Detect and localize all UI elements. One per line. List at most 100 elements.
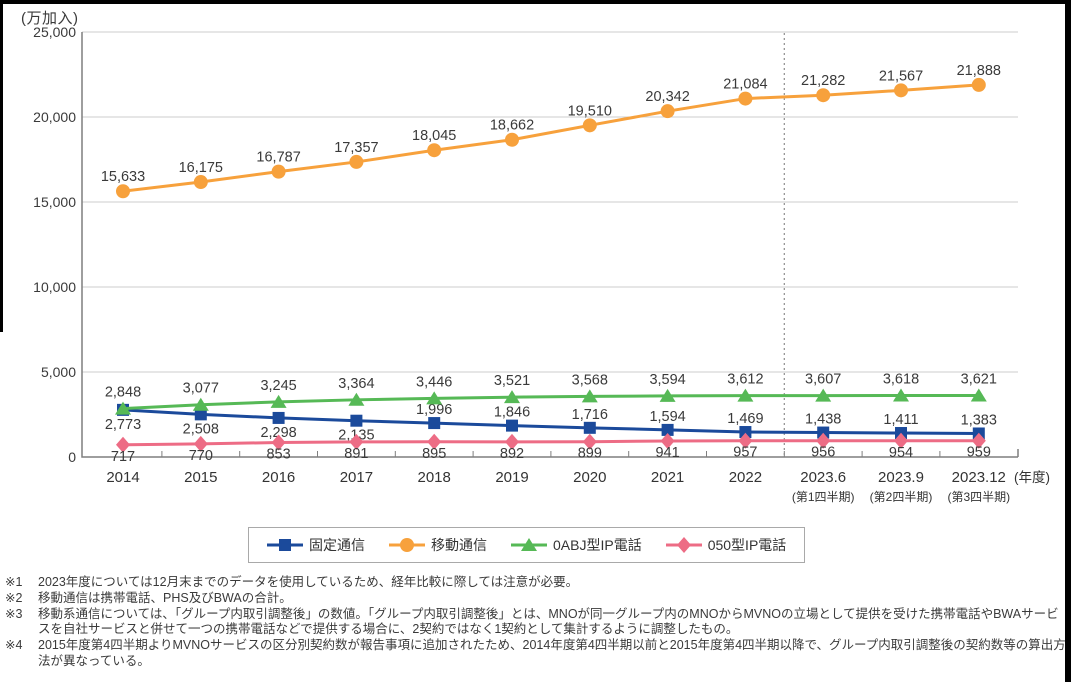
data-label: 853	[266, 446, 290, 462]
footnote: ※3 移動系通信については、「グループ内取引調整後」の数値。「グループ内取引調整後…	[5, 607, 1067, 639]
data-label: 3,621	[961, 371, 997, 387]
square-legend-icon	[267, 539, 303, 551]
circle-marker	[427, 143, 442, 158]
triangle-marker	[737, 388, 754, 402]
right-border-bar	[1065, 0, 1071, 682]
square-marker	[272, 411, 285, 424]
legend-item: 0ABJ型IP電話	[511, 535, 642, 555]
diamond-marker	[271, 434, 286, 451]
data-label: 1,438	[805, 412, 841, 428]
square-marker	[583, 421, 596, 434]
y-tick-label: 0	[68, 449, 76, 465]
square-marker	[279, 539, 291, 551]
footnote: ※4 2015年度第4四半期よりMVNOサービスの区分別契約数が報告事項に追加され…	[5, 638, 1067, 670]
data-label: 16,787	[256, 150, 300, 166]
x-tick-label: 2020	[573, 469, 606, 486]
circle-marker	[116, 184, 130, 199]
footnote: ※1 2023年度については12月末までのデータを使用しているため、経年比較に際し…	[5, 575, 1067, 591]
triangle-marker	[504, 390, 520, 404]
diamond-marker	[816, 432, 831, 449]
data-label: 21,888	[957, 63, 1001, 79]
left-border-bar	[0, 0, 3, 332]
data-label: 3,594	[649, 372, 685, 388]
legend-label: 0ABJ型IP電話	[553, 537, 642, 553]
square-marker	[817, 426, 830, 439]
legend-item: 固定通信	[267, 535, 365, 555]
x-tick-label: 2023.9	[878, 469, 924, 486]
series-line	[122, 439, 979, 447]
diamond-marker	[505, 433, 519, 450]
data-label: 1,594	[649, 409, 685, 425]
data-label: 3,245	[260, 378, 296, 394]
x-tick-label: 2017	[340, 469, 373, 486]
x-tick-sublabel: (第2四半期)	[870, 490, 933, 504]
diamond-marker	[349, 433, 364, 450]
circle-marker	[738, 91, 753, 106]
triangle-marker	[115, 401, 131, 415]
x-tick-label: 2014	[106, 469, 139, 486]
circle-marker	[271, 164, 286, 179]
footnote-marker: ※4	[5, 638, 23, 653]
y-axis-unit-label: (万加入)	[21, 10, 79, 27]
x-tick-label: 2019	[495, 469, 528, 486]
axis-lines	[81, 32, 1018, 458]
x-tick-sublabel: (第1四半期)	[792, 490, 855, 504]
data-label: 941	[655, 445, 679, 461]
data-label: 891	[344, 446, 368, 462]
data-label: 21,282	[801, 73, 845, 89]
footnote-text: 2015年度第4四半期よりMVNOサービスの区分別契約数が報告事項に追加されたた…	[38, 638, 1066, 668]
data-label: 956	[811, 445, 835, 461]
diamond-marker	[193, 435, 208, 452]
footnote-text: 移動系通信については、「グループ内取引調整後」の数値。「グループ内取引調整後」と…	[38, 606, 1059, 637]
legend-item: 移動通信	[389, 535, 487, 555]
y-tick-label: 20,000	[33, 109, 76, 125]
data-label: 1,411	[883, 412, 918, 428]
diamond-marker	[582, 433, 597, 450]
circle-marker	[582, 118, 597, 133]
legend-label: 固定通信	[309, 537, 365, 553]
data-label: 18,662	[490, 118, 534, 134]
data-label: 3,618	[883, 371, 919, 387]
y-tick-label: 15,000	[33, 194, 76, 210]
series-line	[122, 408, 979, 435]
data-label: 895	[422, 446, 446, 462]
data-label: 770	[189, 448, 213, 464]
x-tick-sublabel: (第3四半期)	[947, 490, 1010, 504]
footnote-text: 2023年度については12月末までのデータを使用しているため、経年比較に際しては…	[38, 575, 579, 589]
circle-marker	[505, 132, 519, 147]
y-tick-label: 25,000	[33, 24, 76, 40]
square-marker	[506, 419, 518, 432]
footnote-text: 移動通信は携帯電話、PHS及びBWAの合計。	[38, 590, 292, 605]
square-marker	[661, 423, 674, 436]
circle-legend-icon	[389, 538, 425, 552]
square-marker	[350, 414, 363, 427]
data-label: 1,716	[572, 407, 608, 423]
triangle-marker	[521, 538, 537, 551]
data-label: 892	[500, 446, 524, 462]
data-label: 899	[578, 446, 602, 462]
data-label: 3,568	[572, 372, 608, 388]
data-label: 3,521	[494, 373, 530, 389]
circle-marker	[816, 88, 831, 103]
footnotes: ※1 2023年度については12月末までのデータを使用しているため、経年比較に際し…	[5, 575, 1067, 670]
x-tick-label: 2016	[262, 469, 295, 486]
data-label: 3,607	[805, 372, 841, 388]
triangle-marker	[426, 391, 443, 405]
x-axis-unit-label: (年度)	[1014, 470, 1050, 485]
data-label: 20,342	[645, 89, 689, 105]
data-label: 15,633	[101, 169, 145, 185]
data-label: 16,175	[179, 160, 223, 176]
data-label: 2,773	[105, 417, 141, 433]
x-tick-label: 2021	[651, 469, 684, 486]
legend-label: 050型IP電話	[707, 537, 787, 553]
footnote-marker: ※3	[5, 606, 23, 621]
diamond-marker	[676, 537, 691, 553]
data-label: 959	[967, 445, 991, 461]
top-border-bar	[0, 0, 1071, 4]
legend-label: 移動通信	[431, 537, 487, 553]
data-label: 3,364	[338, 376, 374, 392]
data-label: 21,084	[723, 77, 767, 93]
triangle-marker	[348, 392, 365, 406]
square-marker	[428, 417, 441, 430]
data-label: 18,045	[412, 128, 456, 144]
